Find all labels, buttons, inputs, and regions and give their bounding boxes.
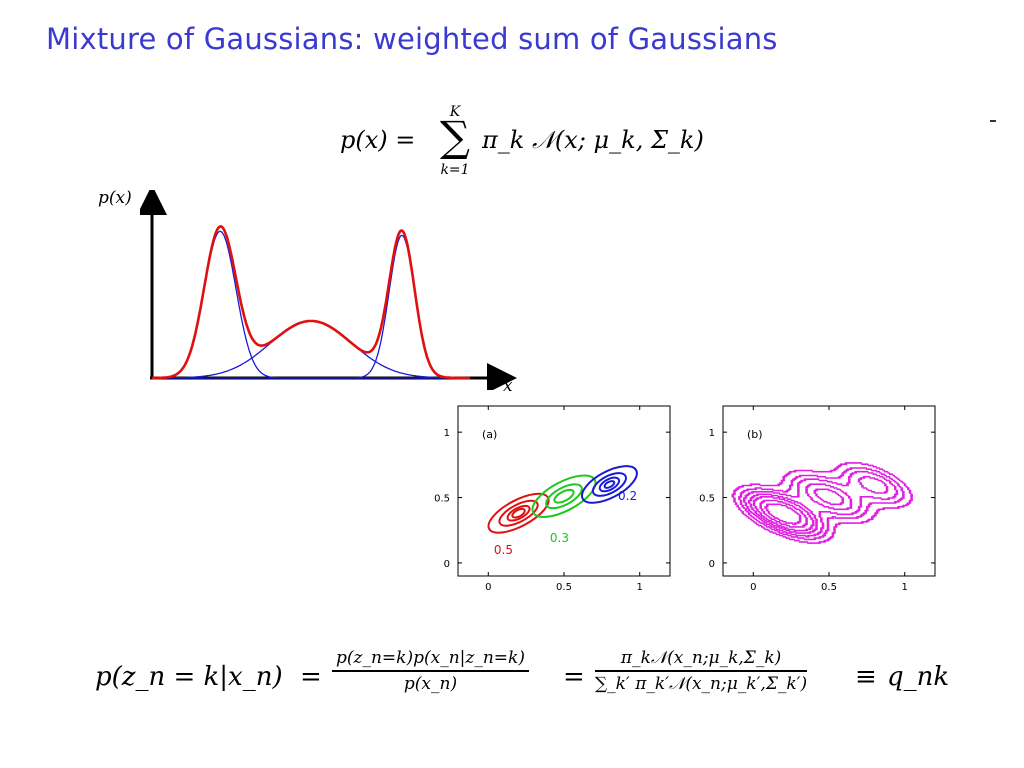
contour-ellipse xyxy=(591,472,627,497)
contour-ellipse xyxy=(487,492,550,534)
weight-label: 0.5 xyxy=(494,543,513,557)
sum-lower-limit: k=1 xyxy=(440,162,470,178)
mixture-contour xyxy=(759,499,808,528)
posterior-equation: p(z_n = k|x_n) = p(z_n=k)p(x_n|z_n=k) p(… xyxy=(95,640,965,710)
contour-ellipse xyxy=(553,488,575,504)
fraction-bayes: p(z_n=k)p(x_n|z_n=k) p(x_n) xyxy=(332,648,529,694)
contour-ellipse xyxy=(545,483,583,510)
x-tick-label-b: 0.5 xyxy=(821,582,837,593)
mixture-contour xyxy=(738,467,905,541)
mixture-contour xyxy=(764,503,802,526)
mixture-contour xyxy=(747,475,889,534)
y-tick-label-b: 0 xyxy=(709,559,715,570)
component-curve-2 xyxy=(152,320,470,379)
contour-ellipse xyxy=(511,507,526,519)
y-tick-label-b: 0.5 xyxy=(699,494,715,505)
mixture-equation: p(x) = K ∑ k=1 π_k 𝒩(x; μ_k, Σ_k) xyxy=(340,100,720,190)
equation-lhs: p(x) = xyxy=(340,126,416,154)
panel-label-a: (a) xyxy=(482,428,497,441)
mixture-contour xyxy=(742,470,899,538)
y-axis-label: p(x) xyxy=(98,188,132,208)
contour-ellipse xyxy=(531,474,597,518)
y-tick-label-a: 0 xyxy=(444,559,450,570)
x-tick-label-b: 1 xyxy=(902,582,908,593)
y-tick-label-b: 1 xyxy=(709,428,715,439)
weight-label: 0.2 xyxy=(618,489,637,503)
x-tick-label-b: 0 xyxy=(750,582,756,593)
x-tick-label-a: 1 xyxy=(637,582,643,593)
contour-panel-a: 0 0.5 1 0 0.5 1 (a) 0.5 0.3 0.2 xyxy=(434,405,671,593)
mixture-contour xyxy=(731,462,913,544)
slide-title: Mixture of Gaussians: weighted sum of Ga… xyxy=(46,22,778,56)
posterior-rhs: q_nk xyxy=(887,662,950,692)
sum-symbol: ∑ xyxy=(440,112,470,161)
equivalence-sign: ≡ xyxy=(855,662,877,692)
equals-sign-1: = xyxy=(300,662,322,692)
equation-rhs: π_k 𝒩(x; μ_k, Σ_k) xyxy=(482,126,704,154)
fraction-bayes-denominator: p(x_n) xyxy=(403,673,458,694)
sum-upper-limit: K xyxy=(449,104,461,120)
contour-ellipse xyxy=(598,476,621,493)
fraction-mixture-denominator: ∑_k′ π_k′𝒩(x_n;μ_k′,Σ_k′) xyxy=(595,673,808,694)
fraction-bayes-numerator: p(z_n=k)p(x_n|z_n=k) xyxy=(336,648,525,668)
panel-label-b: (b) xyxy=(747,428,763,441)
contour-ellipse xyxy=(580,465,638,504)
slide-marker xyxy=(990,120,996,122)
contour-ellipse xyxy=(506,504,531,522)
mixture-curve xyxy=(151,225,470,380)
contour-ellipse xyxy=(498,499,539,527)
posterior-lhs: p(z_n = k|x_n) xyxy=(95,662,283,692)
component-curve-1 xyxy=(152,230,470,379)
fraction-mixture-numerator: π_k𝒩(x_n;μ_k,Σ_k) xyxy=(620,648,782,668)
mixture-contour xyxy=(752,488,845,532)
y-tick-label-a: 0.5 xyxy=(434,494,450,505)
contour-ellipse xyxy=(603,480,616,489)
weight-label: 0.3 xyxy=(550,531,569,545)
y-tick-label-a: 1 xyxy=(444,428,450,439)
x-tick-label-a: 0.5 xyxy=(556,582,572,593)
fraction-mixture: π_k𝒩(x_n;μ_k,Σ_k) ∑_k′ π_k′𝒩(x_n;μ_k′,Σ_… xyxy=(595,648,808,694)
contour-panel-b: 0 0.5 1 0 0.5 1 (b) xyxy=(699,405,936,593)
x-tick-label-a: 0 xyxy=(485,582,491,593)
equals-sign-2: = xyxy=(563,662,585,692)
density-plot xyxy=(140,190,517,390)
